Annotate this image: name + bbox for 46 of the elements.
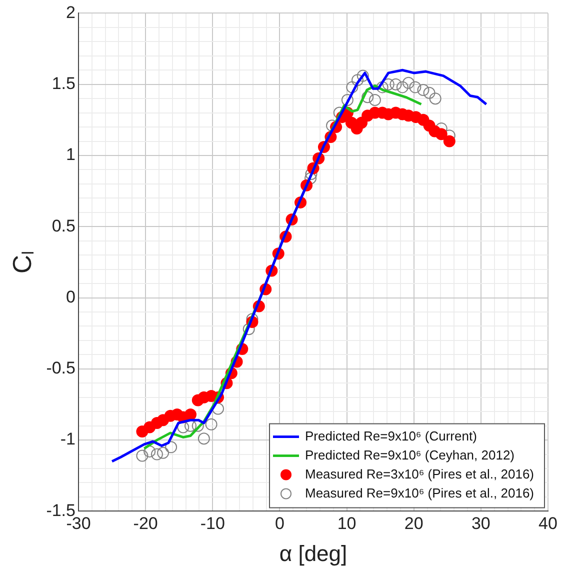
legend-label: Predicted Re=9x10⁶ (Current)	[305, 428, 477, 444]
point	[368, 94, 381, 106]
y-tick-label: -1	[60, 430, 76, 449]
point	[352, 74, 364, 86]
x-tick-label: 40	[538, 514, 558, 534]
point	[390, 78, 402, 90]
point	[376, 81, 388, 94]
point	[157, 446, 170, 459]
x-tick-label: 0	[274, 514, 284, 534]
point	[423, 86, 436, 99]
y-tick-label: 2	[66, 2, 76, 22]
point	[165, 441, 178, 454]
point	[136, 450, 148, 462]
point	[443, 135, 456, 148]
point	[362, 91, 374, 104]
point	[184, 408, 197, 420]
x-tick-label: -10	[200, 514, 225, 534]
point	[346, 81, 358, 94]
y-tick-label: 0.5	[52, 216, 76, 236]
x-axis-title: α [deg]	[279, 540, 348, 566]
point	[144, 445, 156, 458]
y-tick-label: 1.5	[52, 74, 76, 94]
legend-label: Predicted Re=9x10⁶ (Ceyhan, 2012)	[305, 447, 515, 462]
point	[409, 81, 422, 94]
x-tick-label: -20	[133, 514, 158, 534]
point	[382, 78, 394, 90]
point	[396, 81, 408, 94]
x-tick-label: 20	[404, 514, 424, 534]
x-tick-label: 30	[471, 514, 490, 534]
point	[205, 418, 218, 430]
point	[417, 84, 430, 96]
point	[429, 92, 442, 105]
point	[242, 323, 255, 336]
point	[356, 70, 369, 82]
y-tick-label: 0	[66, 287, 76, 306]
point	[402, 76, 414, 89]
point	[435, 128, 448, 140]
point	[198, 432, 210, 445]
point	[150, 448, 163, 460]
x-tick-label: 10	[337, 514, 356, 534]
y-axis-title: Cₗ	[6, 250, 37, 274]
y-tick-label: 1	[66, 145, 76, 164]
legend-label: Measured Re=9x10⁶ (Pires et al., 2016)	[305, 485, 534, 500]
point	[341, 94, 354, 106]
y-tick-label: -0.5	[46, 358, 76, 378]
legend-label: Measured Re=3x10⁶ (Pires et al., 2016)	[305, 466, 534, 482]
